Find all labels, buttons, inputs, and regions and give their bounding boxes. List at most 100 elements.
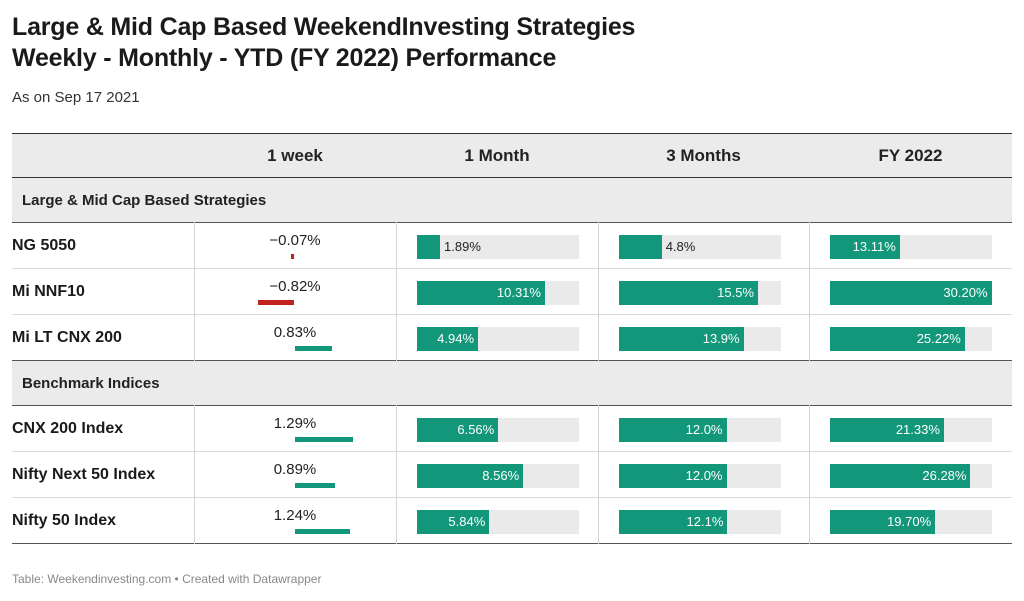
bar-value-label: 12.0% (685, 422, 723, 437)
bar-value-label: 12.0% (685, 468, 723, 483)
month-cell: 6.56% (396, 405, 599, 452)
bar-fill (416, 235, 441, 259)
week-value: −0.07% (269, 232, 321, 249)
bar-value-label: 30.20% (943, 285, 988, 300)
week-bar (257, 300, 295, 305)
week-value: 1.24% (273, 507, 317, 524)
bar-value-label: 4.94% (437, 331, 475, 346)
table-row: CNX 200 Index 1.29% 6.56% 12.0% 21.33% (12, 405, 1012, 452)
bar-track: 12.1% (618, 510, 781, 534)
table-body: Large & Mid Cap Based Strategies NG 5050 −… (12, 177, 1012, 544)
week-cell: −0.82% (194, 268, 397, 315)
row-name: Mi LT CNX 200 (12, 314, 195, 361)
week-cell: 1.29% (194, 405, 397, 452)
group-label: Benchmark Indices (22, 374, 160, 392)
bar-fill (618, 327, 744, 351)
group-label: Large & Mid Cap Based Strategies (22, 191, 267, 209)
fy-2022-cell: 26.28% (809, 452, 1012, 498)
three-months-cell: 4.8% (598, 222, 810, 269)
bar-fill (829, 510, 936, 534)
fy-2022-cell: 21.33% (809, 406, 1012, 452)
bar-value-label: 13.9% (702, 331, 740, 346)
bar-value-label: 4.8% (665, 239, 696, 254)
row-name: Nifty Next 50 Index (12, 451, 195, 498)
table-row: Mi LT CNX 200 0.83% 4.94% 13.9% 25.22% (12, 314, 1012, 361)
week-cell: −0.07% (194, 222, 397, 269)
table-row: Mi NNF10 −0.82% 10.31% 15.5% 30.20% (12, 268, 1012, 315)
chart-subtitle: As on Sep 17 2021 (12, 89, 140, 106)
bar-track: 10.31% (416, 281, 579, 305)
bar-value-label: 1.89% (444, 239, 481, 254)
week-bar (294, 529, 351, 534)
bar-value-label: 6.56% (457, 422, 495, 437)
week-cell: 1.24% (194, 497, 397, 544)
bar-track: 13.11% (829, 235, 992, 259)
fy-2022-cell: 25.22% (809, 315, 1012, 361)
bar-fill (416, 281, 545, 305)
bar-track: 6.56% (416, 418, 579, 442)
bar-track: 13.9% (618, 327, 781, 351)
table-row: Nifty 50 Index 1.24% 5.84% 12.1% 19.70% (12, 497, 1012, 544)
bar-value-label: 13.11% (852, 239, 896, 254)
bar-fill (416, 327, 479, 351)
bar-track: 26.28% (829, 464, 992, 488)
group-header-row: Large & Mid Cap Based Strategies (12, 177, 1012, 223)
bar-fill (829, 464, 971, 488)
three-months-cell: 12.0% (598, 405, 810, 452)
bar-value-label: 10.31% (496, 285, 541, 300)
row-name: NG 5050 (12, 222, 195, 269)
bar-fill (829, 281, 992, 305)
fy-2022-cell: 30.20% (809, 269, 1012, 315)
week-bar (294, 437, 353, 442)
bar-track: 30.20% (829, 281, 992, 305)
header-row: 1 week 1 Month 3 Months FY 2022 (12, 133, 1012, 178)
month-cell: 4.94% (396, 314, 599, 361)
group-header-row: Benchmark Indices (12, 360, 1012, 406)
column-header-1-month: 1 Month (464, 145, 530, 165)
title-line-1: Large & Mid Cap Based WeekendInvesting S… (12, 13, 636, 41)
fy-2022-cell: 19.70% (809, 498, 1012, 544)
bar-track: 21.33% (829, 418, 992, 442)
bar-track: 15.5% (618, 281, 781, 305)
three-months-cell: 12.0% (598, 451, 810, 498)
week-bar (294, 483, 335, 488)
column-header-1-week: 1 week (267, 145, 323, 165)
week-value: 0.89% (273, 461, 317, 478)
bar-fill (618, 235, 662, 259)
week-value: 0.83% (273, 324, 317, 341)
bar-track: 5.84% (416, 510, 579, 534)
bar-fill (829, 327, 965, 351)
week-cell: 0.89% (194, 451, 397, 498)
row-name: CNX 200 Index (12, 405, 195, 452)
bar-value-label: 5.84% (448, 514, 486, 529)
three-months-cell: 13.9% (598, 314, 810, 361)
bar-fill (829, 235, 900, 259)
performance-table: 1 week 1 Month 3 Months FY 2022 Large & … (12, 133, 1012, 544)
bar-track: 12.0% (618, 418, 781, 442)
row-name: Mi NNF10 (12, 268, 195, 315)
month-cell: 1.89% (396, 222, 599, 269)
bar-value-label: 15.5% (717, 285, 754, 300)
month-cell: 10.31% (396, 268, 599, 315)
title-line-2: Weekly - Monthly - YTD (FY 2022) Perform… (12, 44, 557, 72)
week-cell: 0.83% (194, 314, 397, 361)
bar-track: 1.89% (416, 235, 579, 259)
week-value: 1.29% (273, 415, 317, 432)
column-header-fy-2022: FY 2022 (878, 145, 943, 165)
month-cell: 8.56% (396, 451, 599, 498)
table-row: NG 5050 −0.07% 1.89% 4.8% 13.11% (12, 222, 1012, 269)
week-bar (291, 254, 295, 259)
table-row: Nifty Next 50 Index 0.89% 8.56% 12.0% 26.28% (12, 451, 1012, 498)
bar-fill (618, 510, 728, 534)
bar-value-label: 12.1% (686, 514, 724, 529)
bar-track: 4.8% (618, 235, 781, 259)
bar-track: 25.22% (829, 327, 992, 351)
week-value: −0.82% (269, 278, 321, 295)
chart-footer: Table: Weekendinvesting.com • Created wi… (12, 572, 322, 586)
bar-fill (416, 464, 524, 488)
bar-value-label: 8.56% (482, 468, 520, 483)
three-months-cell: 12.1% (598, 497, 810, 544)
bar-fill (416, 510, 490, 534)
bar-value-label: 21.33% (895, 422, 940, 437)
bar-track: 19.70% (829, 510, 992, 534)
